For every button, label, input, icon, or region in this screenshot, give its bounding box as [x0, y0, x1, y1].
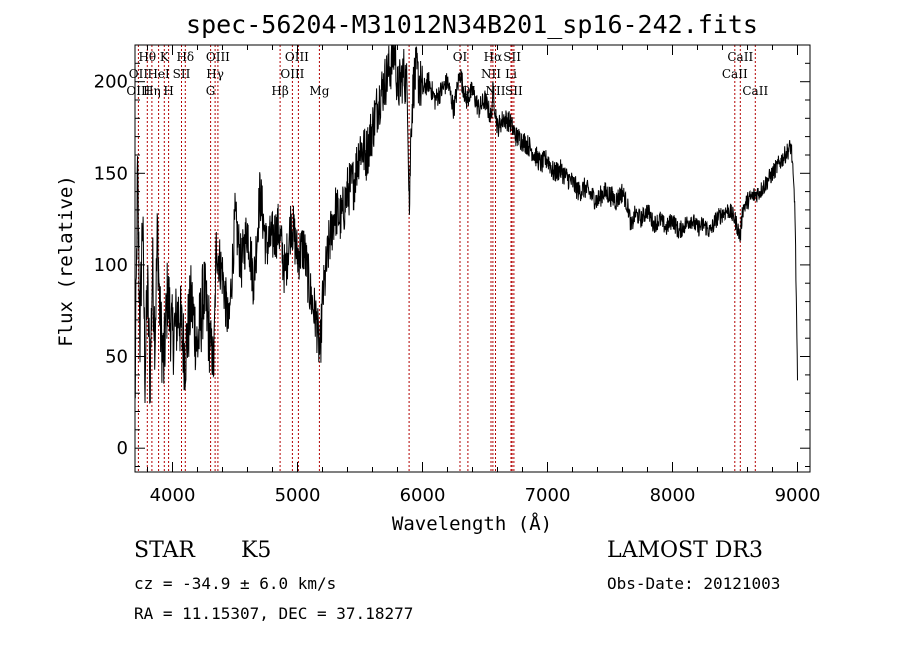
chart-title: spec-56204-M31012N34B201_sp16-242.fits: [186, 10, 758, 39]
x-axis: 4000 5000 6000 7000 8000 9000: [147, 45, 821, 506]
subclass: K5: [241, 538, 272, 563]
line-label-18: Hα: [484, 50, 503, 64]
line-label-16: OI: [453, 50, 468, 64]
line-label-5: Hη: [143, 84, 161, 98]
line-label-11: G: [206, 84, 216, 98]
y-tick-label: 150: [94, 163, 128, 184]
obs-date: Obs-Date: 20121003: [607, 574, 781, 593]
x-tick-label: 5000: [275, 485, 321, 506]
line-label-15: Mg: [309, 84, 329, 98]
line-label-14: OIII: [280, 67, 304, 81]
object-type: STAR: [134, 538, 195, 563]
x-tick-label: 6000: [400, 485, 446, 506]
line-label-13: OIII: [285, 50, 309, 64]
line-label-22: Li: [505, 67, 517, 81]
line-label-2: OIII: [126, 84, 150, 98]
redshift-velocity: cz = -34.9 ± 6.0 km/s: [134, 574, 337, 593]
survey-name: LAMOST DR3: [607, 538, 763, 563]
marker-lines-group: [137, 45, 756, 472]
x-tick-label: 7000: [525, 485, 571, 506]
x-tick-label: 9000: [775, 485, 821, 506]
coordinates: RA = 11.15307, DEC = 37.18277: [134, 604, 414, 623]
line-label-4: HeI: [147, 67, 170, 81]
line-label-7: H: [163, 84, 173, 98]
y-tick-label: 200: [94, 72, 128, 93]
line-label-19: NII: [481, 67, 501, 81]
y-axis-label: Flux (relative): [55, 175, 77, 347]
line-label-10: Hγ: [206, 67, 224, 81]
line-label-26: CaII: [742, 84, 768, 98]
line-label-24: CaII: [727, 50, 753, 64]
line-label-0: Hθ: [138, 50, 156, 64]
x-tick-label: 8000: [650, 485, 696, 506]
line-label-21: SII: [503, 50, 521, 64]
line-label-3: K: [160, 50, 170, 64]
line-label-12: Hβ: [271, 84, 288, 98]
line-label-6: SII: [173, 67, 191, 81]
line-label-25: CaII: [722, 67, 748, 81]
line-label-9: OIII: [206, 50, 230, 64]
y-axis: 0 50 100 150 200: [94, 62, 810, 467]
y-tick-label: 0: [117, 438, 128, 459]
line-label-20: NII: [486, 84, 506, 98]
spectrum-series-group: [134, 44, 798, 404]
y-tick-label: 50: [105, 347, 128, 368]
x-tick-label: 4000: [150, 485, 196, 506]
y-tick-label: 100: [94, 255, 128, 276]
plot-frame: [134, 44, 811, 473]
x-axis-label: Wavelength (Å): [392, 512, 552, 535]
line-label-17: OI: [461, 84, 476, 98]
spectrum-line: [134, 44, 798, 404]
line-label-8: Hδ: [176, 50, 194, 64]
line-label-23: SII: [505, 84, 523, 98]
line-label-1: OII: [129, 67, 149, 81]
